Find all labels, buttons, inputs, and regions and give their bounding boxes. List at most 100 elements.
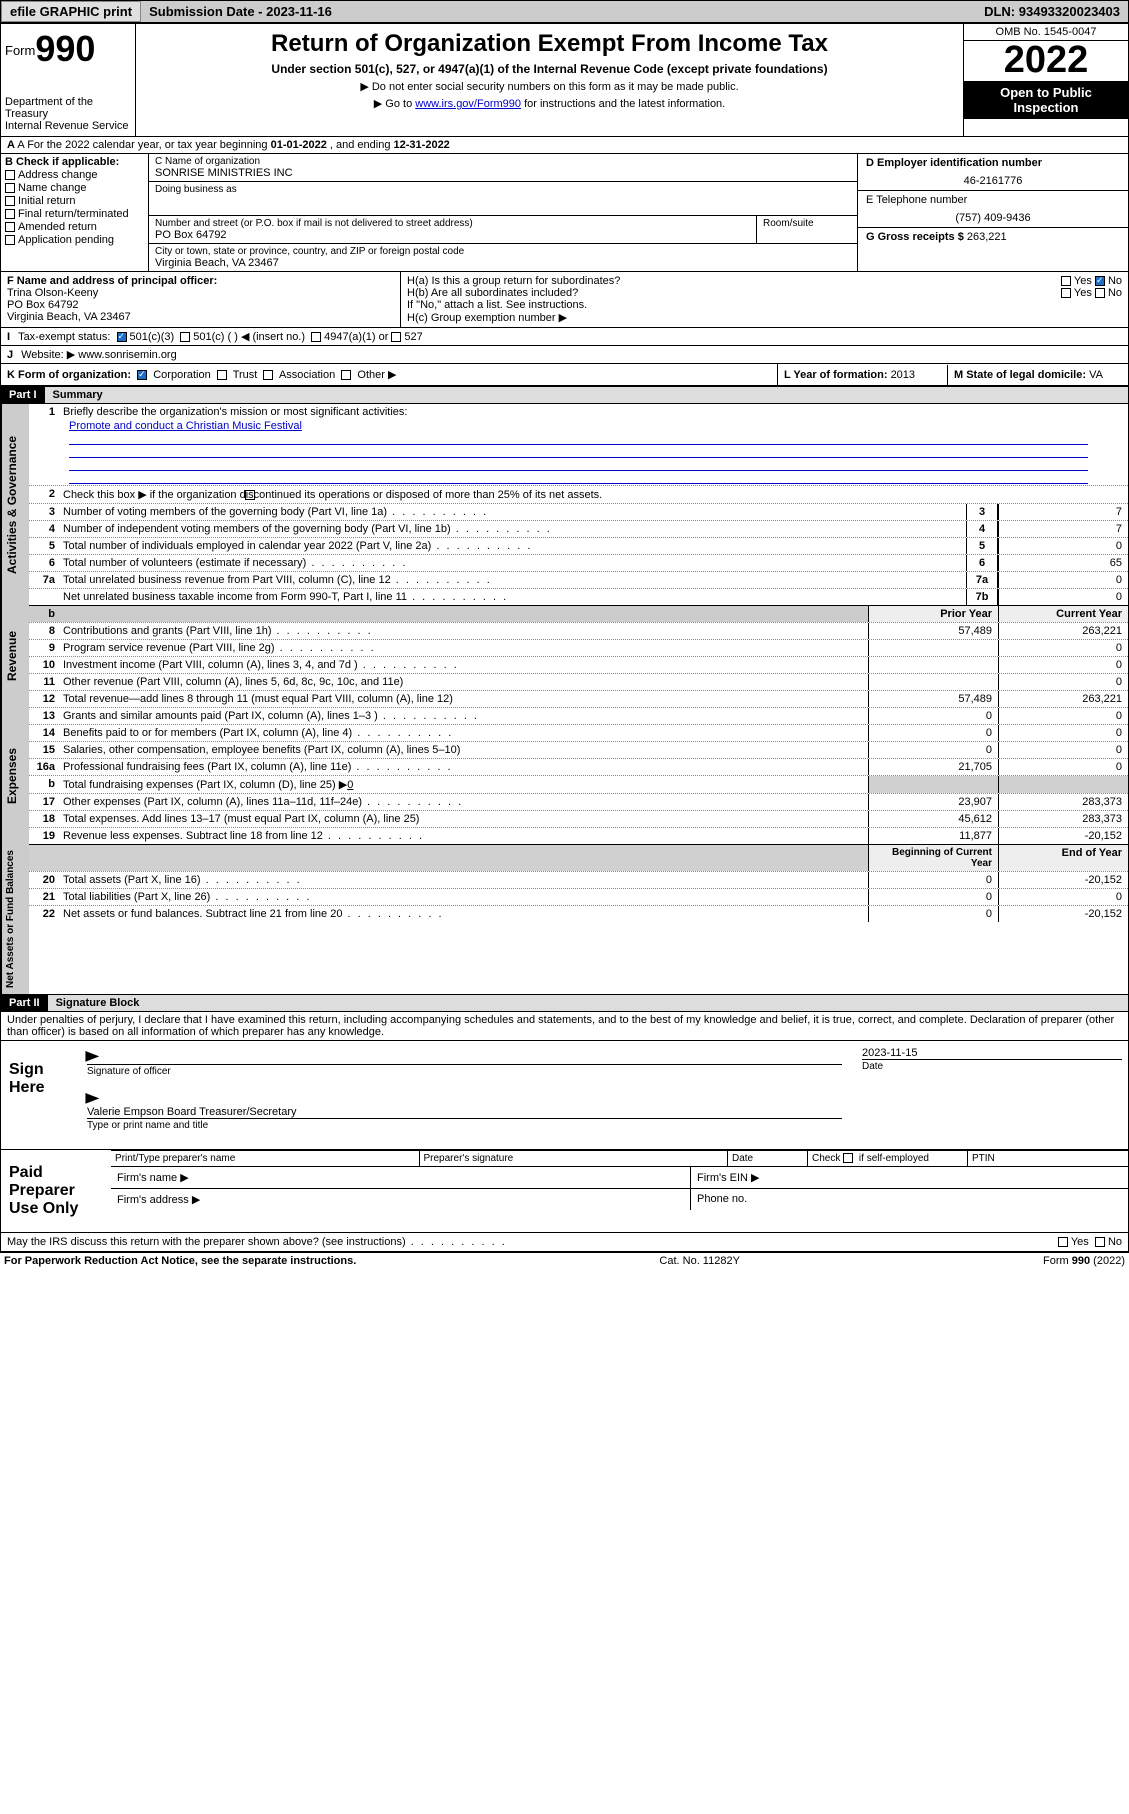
ein-cell: D Employer identification number 46-2161… bbox=[858, 154, 1128, 191]
line22-label: Net assets or fund balances. Subtract li… bbox=[59, 906, 868, 922]
arrow-icon: ▶ bbox=[85, 1047, 99, 1064]
dln: DLN: 93493320023403 bbox=[976, 1, 1128, 22]
line9-cy: 0 bbox=[998, 640, 1128, 656]
hdr-eoy: End of Year bbox=[998, 845, 1128, 871]
chk-association[interactable] bbox=[263, 370, 273, 380]
line7a-label: Total unrelated business revenue from Pa… bbox=[59, 572, 966, 588]
chk-501c3[interactable] bbox=[117, 332, 127, 342]
chk-self-employed[interactable] bbox=[843, 1153, 853, 1163]
form-note-1: ▶ Do not enter social security numbers o… bbox=[144, 80, 955, 93]
chk-initial-return[interactable]: Initial return bbox=[5, 195, 144, 207]
irs-label: Internal Revenue Service bbox=[5, 120, 131, 132]
chk-527[interactable] bbox=[391, 332, 401, 342]
room-cell: Room/suite bbox=[757, 216, 857, 244]
line2-label: Check this box ▶ if the organization dis… bbox=[59, 486, 1128, 503]
line16b-label: Total fundraising expenses (Part IX, col… bbox=[59, 776, 868, 793]
street: PO Box 64792 bbox=[155, 229, 750, 241]
line20-label: Total assets (Part X, line 16) bbox=[59, 872, 868, 888]
vtab-governance: Activities & Governance bbox=[1, 404, 29, 605]
phone: (757) 409-9436 bbox=[866, 212, 1120, 224]
line12-label: Total revenue—add lines 8 through 11 (mu… bbox=[59, 691, 868, 707]
chk-discuss-no[interactable] bbox=[1095, 1237, 1105, 1247]
gross-receipts: 263,221 bbox=[967, 231, 1007, 243]
line15-label: Salaries, other compensation, employee b… bbox=[59, 742, 868, 758]
line18-label: Total expenses. Add lines 13–17 (must eq… bbox=[59, 811, 868, 827]
line14-label: Benefits paid to or for members (Part IX… bbox=[59, 725, 868, 741]
form-title: Return of Organization Exempt From Incom… bbox=[144, 30, 955, 58]
line7a-val: 0 bbox=[998, 572, 1128, 588]
mission-text: Promote and conduct a Christian Music Fe… bbox=[69, 420, 1088, 432]
line1-label: Briefly describe the organization's miss… bbox=[59, 404, 1128, 420]
line14-cy: 0 bbox=[998, 725, 1128, 741]
irs-link[interactable]: www.irs.gov/Form990 bbox=[415, 98, 521, 110]
org-name-cell: C Name of organization SONRISE MINISTRIE… bbox=[149, 154, 857, 182]
line15-cy: 0 bbox=[998, 742, 1128, 758]
line16a-py: 21,705 bbox=[868, 759, 998, 775]
street-cell: Number and street (or P.O. box if mail i… bbox=[149, 216, 757, 244]
form-subtitle: Under section 501(c), 527, or 4947(a)(1)… bbox=[144, 62, 955, 76]
chk-trust[interactable] bbox=[217, 370, 227, 380]
page-footer: For Paperwork Reduction Act Notice, see … bbox=[0, 1252, 1129, 1269]
form-number-block: Form990 Department of the Treasury Inter… bbox=[1, 24, 136, 136]
vtab-netassets: Net Assets or Fund Balances bbox=[1, 844, 29, 994]
line18-cy: 283,373 bbox=[998, 811, 1128, 827]
section-h: H(a) Is this a group return for subordin… bbox=[401, 272, 1128, 327]
part2-header: Part II Signature Block bbox=[1, 994, 1128, 1012]
line15-py: 0 bbox=[868, 742, 998, 758]
chk-other[interactable] bbox=[341, 370, 351, 380]
paid-preparer-label: Paid Preparer Use Only bbox=[1, 1150, 111, 1232]
website: www.sonrisemin.org bbox=[78, 349, 176, 361]
line9-label: Program service revenue (Part VIII, line… bbox=[59, 640, 868, 656]
line12-py: 57,489 bbox=[868, 691, 998, 707]
firm-name-row: Firm's name ▶ Firm's EIN ▶ bbox=[111, 1167, 1128, 1189]
line22-cy: -20,152 bbox=[998, 906, 1128, 922]
gross-receipts-cell: G Gross receipts $ 263,221 bbox=[858, 228, 1128, 246]
line16a-cy: 0 bbox=[998, 759, 1128, 775]
line10-label: Investment income (Part VIII, column (A)… bbox=[59, 657, 868, 673]
chk-name-change[interactable]: Name change bbox=[5, 182, 144, 194]
chk-501c[interactable] bbox=[180, 332, 190, 342]
chk-4947[interactable] bbox=[311, 332, 321, 342]
line13-py: 0 bbox=[868, 708, 998, 724]
signature-line: Signature of officer bbox=[87, 1064, 842, 1077]
row-i-tax-exempt: I Tax-exempt status: 501(c)(3) 501(c) ( … bbox=[1, 328, 1128, 346]
chk-address-change[interactable]: Address change bbox=[5, 169, 144, 181]
line21-label: Total liabilities (Part X, line 26) bbox=[59, 889, 868, 905]
line13-cy: 0 bbox=[998, 708, 1128, 724]
preparer-grid: Print/Type preparer's name Preparer's si… bbox=[111, 1150, 1128, 1167]
line11-cy: 0 bbox=[998, 674, 1128, 690]
line16a-label: Professional fundraising fees (Part IX, … bbox=[59, 759, 868, 775]
phone-cell: E Telephone number (757) 409-9436 bbox=[858, 191, 1128, 228]
line12-cy: 263,221 bbox=[998, 691, 1128, 707]
line21-cy: 0 bbox=[998, 889, 1128, 905]
line3-val: 7 bbox=[998, 504, 1128, 520]
efile-print-button[interactable]: efile GRAPHIC print bbox=[1, 1, 141, 22]
line7b-val: 0 bbox=[998, 589, 1128, 605]
line21-py: 0 bbox=[868, 889, 998, 905]
vtab-revenue: Revenue bbox=[1, 605, 29, 707]
chk-final-return[interactable]: Final return/terminated bbox=[5, 208, 144, 220]
row-klm: K Form of organization: Corporation Trus… bbox=[1, 364, 1128, 386]
chk-discuss-yes[interactable] bbox=[1058, 1237, 1068, 1247]
chk-corporation[interactable] bbox=[137, 370, 147, 380]
line19-py: 11,877 bbox=[868, 828, 998, 844]
chk-amended-return[interactable]: Amended return bbox=[5, 221, 144, 233]
state-domicile: M State of legal domicile: VA bbox=[948, 365, 1128, 385]
chk-application-pending[interactable]: Application pending bbox=[5, 234, 144, 246]
dept-label: Department of the Treasury bbox=[5, 96, 131, 120]
ein: 46-2161776 bbox=[866, 175, 1120, 187]
line20-cy: -20,152 bbox=[998, 872, 1128, 888]
line19-cy: -20,152 bbox=[998, 828, 1128, 844]
submission-date-label: Submission Date - 2023-11-16 bbox=[141, 1, 340, 22]
line8-py: 57,489 bbox=[868, 623, 998, 639]
tax-year-range: A A For the 2022 calendar year, or tax y… bbox=[1, 137, 1128, 153]
line6-val: 65 bbox=[998, 555, 1128, 571]
line18-py: 45,612 bbox=[868, 811, 998, 827]
line5-label: Total number of individuals employed in … bbox=[59, 538, 966, 554]
sign-date: 2023-11-15 bbox=[862, 1047, 1122, 1059]
line10-cy: 0 bbox=[998, 657, 1128, 673]
part1-header: Part I Summary bbox=[1, 386, 1128, 404]
line3-label: Number of voting members of the governin… bbox=[59, 504, 966, 520]
principal-officer: F Name and address of principal officer:… bbox=[1, 272, 401, 327]
form-note-2: ▶ Go to www.irs.gov/Form990 for instruct… bbox=[144, 97, 955, 110]
